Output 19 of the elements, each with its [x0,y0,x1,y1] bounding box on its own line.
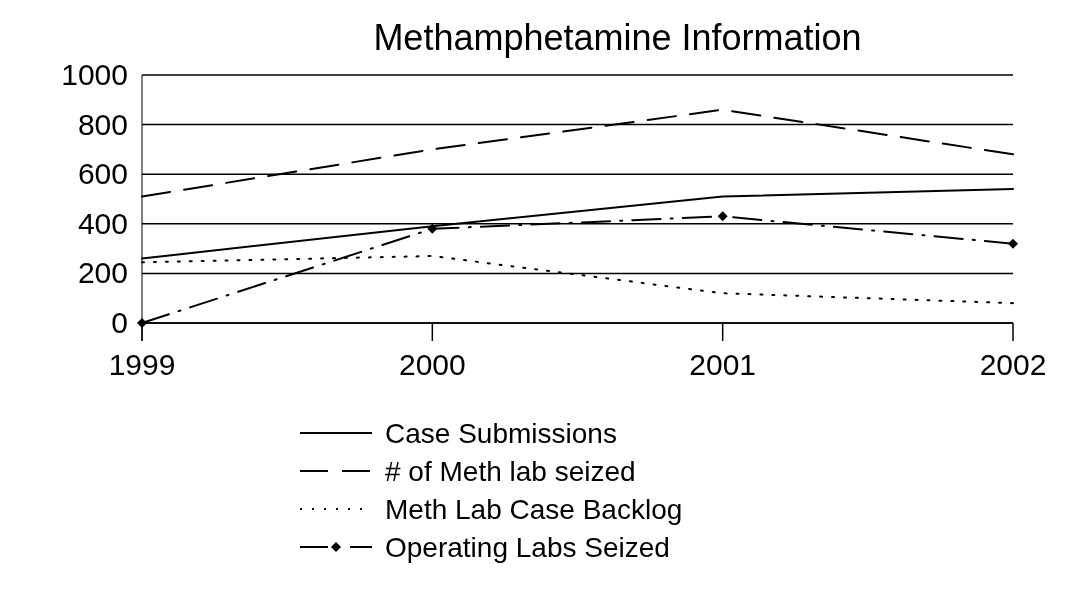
point [717,211,728,222]
legend-label: Meth Lab Case Backlog [385,494,683,525]
y-tick-label: 200 [77,256,128,290]
y-tick-label: 0 [111,306,128,339]
y-tick-label: 600 [77,157,128,191]
legend-label: Case Submissions [385,418,617,449]
x-tick-label: 2000 [398,348,466,381]
legend-label: # of Meth lab seized [385,456,636,487]
legend-label: Operating Labs Seized [385,532,670,563]
y-tick-label: 1000 [61,58,128,91]
point [1008,238,1018,249]
x-tick-label: 2002 [979,348,1047,381]
chart-title: Methamphetamine Information [373,17,862,58]
x-tick-label: 1999 [108,348,176,381]
point [137,318,147,328]
x-tick-label: 2001 [689,348,757,381]
y-tick-label: 400 [77,206,128,240]
point [427,223,438,234]
y-tick-label: 800 [77,107,128,141]
